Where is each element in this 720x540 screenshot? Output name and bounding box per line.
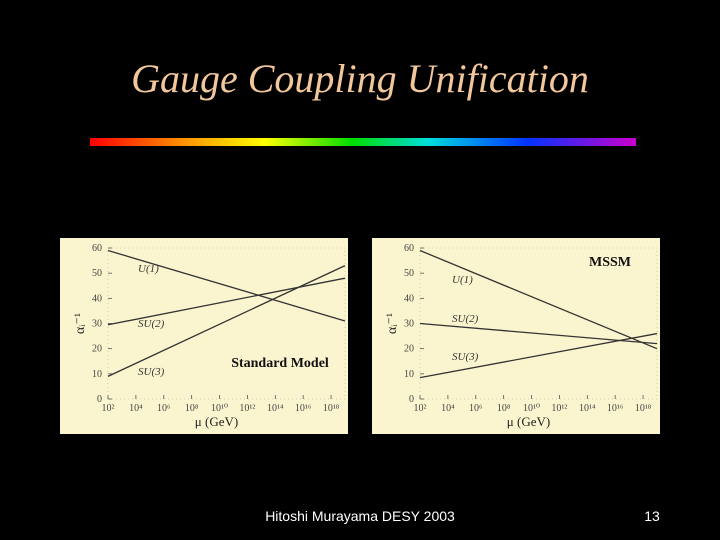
rainbow-bar xyxy=(90,138,636,146)
y-tick-label: 0 xyxy=(409,394,414,405)
x-tick-label: 10⁶ xyxy=(157,403,171,414)
x-tick-label: 10¹⁸ xyxy=(323,403,340,414)
annotation: MSSM xyxy=(589,255,631,270)
page-number: 13 xyxy=(644,508,660,524)
x-tick-label: 10¹² xyxy=(551,403,567,414)
y-tick-label: 60 xyxy=(404,243,414,254)
coupling-line xyxy=(419,249,658,350)
x-axis-label: μ (GeV) xyxy=(195,414,238,429)
x-tick-label: 10⁴ xyxy=(441,403,455,414)
series-label: U(1) xyxy=(138,263,159,275)
series-label: SU(2) xyxy=(452,313,479,325)
x-tick-label: 10¹⁶ xyxy=(607,403,624,414)
y-tick-label: 40 xyxy=(92,293,102,304)
y-tick-label: 20 xyxy=(404,344,414,355)
footer: Hitoshi Murayama DESY 2003 xyxy=(265,508,455,524)
series-label: SU(3) xyxy=(452,351,479,363)
y-tick-label: 10 xyxy=(92,369,102,380)
y-tick-label: 10 xyxy=(404,369,414,380)
x-tick-label: 10⁸ xyxy=(497,403,511,414)
x-tick-label: 10¹⁰ xyxy=(523,403,540,414)
y-tick-label: 50 xyxy=(92,268,102,279)
y-tick-label: 50 xyxy=(404,268,414,279)
y-axis-label: αᵢ⁻¹ xyxy=(73,313,88,334)
x-tick-label: 10¹⁸ xyxy=(635,403,652,414)
series-label: SU(2) xyxy=(138,318,165,330)
y-tick-label: 30 xyxy=(92,319,102,330)
slide-title: Gauge Coupling Unification xyxy=(131,56,589,101)
annotation: Standard Model xyxy=(231,356,329,371)
x-tick-label: 10¹² xyxy=(239,403,255,414)
y-tick-label: 20 xyxy=(92,344,102,355)
coupling-line xyxy=(107,265,346,377)
y-axis-label: αᵢ⁻¹ xyxy=(385,313,400,334)
series-label: SU(3) xyxy=(138,366,165,378)
x-tick-label: 10⁸ xyxy=(185,403,199,414)
x-tick-label: 10¹⁴ xyxy=(267,403,284,414)
coupling-line xyxy=(107,277,346,326)
y-tick-label: 60 xyxy=(92,243,102,254)
x-tick-label: 10¹⁶ xyxy=(295,403,312,414)
x-axis-label: μ (GeV) xyxy=(507,414,550,429)
y-tick-label: 0 xyxy=(97,394,102,405)
coupling-line xyxy=(107,249,346,322)
x-tick-label: 10² xyxy=(414,403,427,414)
x-tick-label: 10⁶ xyxy=(469,403,483,414)
y-tick-label: 30 xyxy=(404,319,414,330)
y-tick-label: 40 xyxy=(404,293,414,304)
x-tick-label: 10⁴ xyxy=(129,403,143,414)
x-tick-label: 10¹⁴ xyxy=(579,403,596,414)
coupling-line xyxy=(419,332,658,379)
series-label: U(1) xyxy=(452,274,473,286)
x-tick-label: 10¹⁰ xyxy=(211,403,228,414)
x-tick-label: 10² xyxy=(102,403,115,414)
